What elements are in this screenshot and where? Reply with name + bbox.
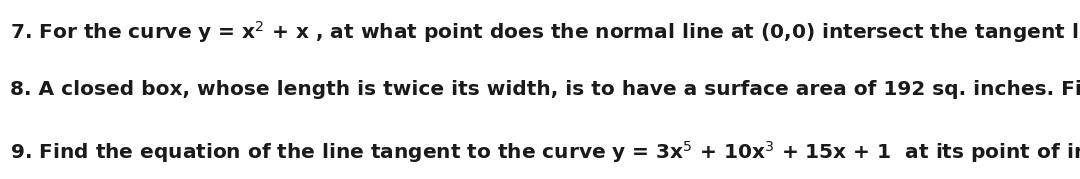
Text: 8. A closed box, whose length is twice its width, is to have a surface area of 1: 8. A closed box, whose length is twice i… [10,80,1080,99]
Text: 9. Find the equation of the line tangent to the curve y = 3x$^5$ + 10x$^3$ + 15x: 9. Find the equation of the line tangent… [10,139,1080,165]
Text: 7. For the curve y = x$^2$ + x , at what point does the normal line at (0,0) int: 7. For the curve y = x$^2$ + x , at what… [10,19,1080,45]
